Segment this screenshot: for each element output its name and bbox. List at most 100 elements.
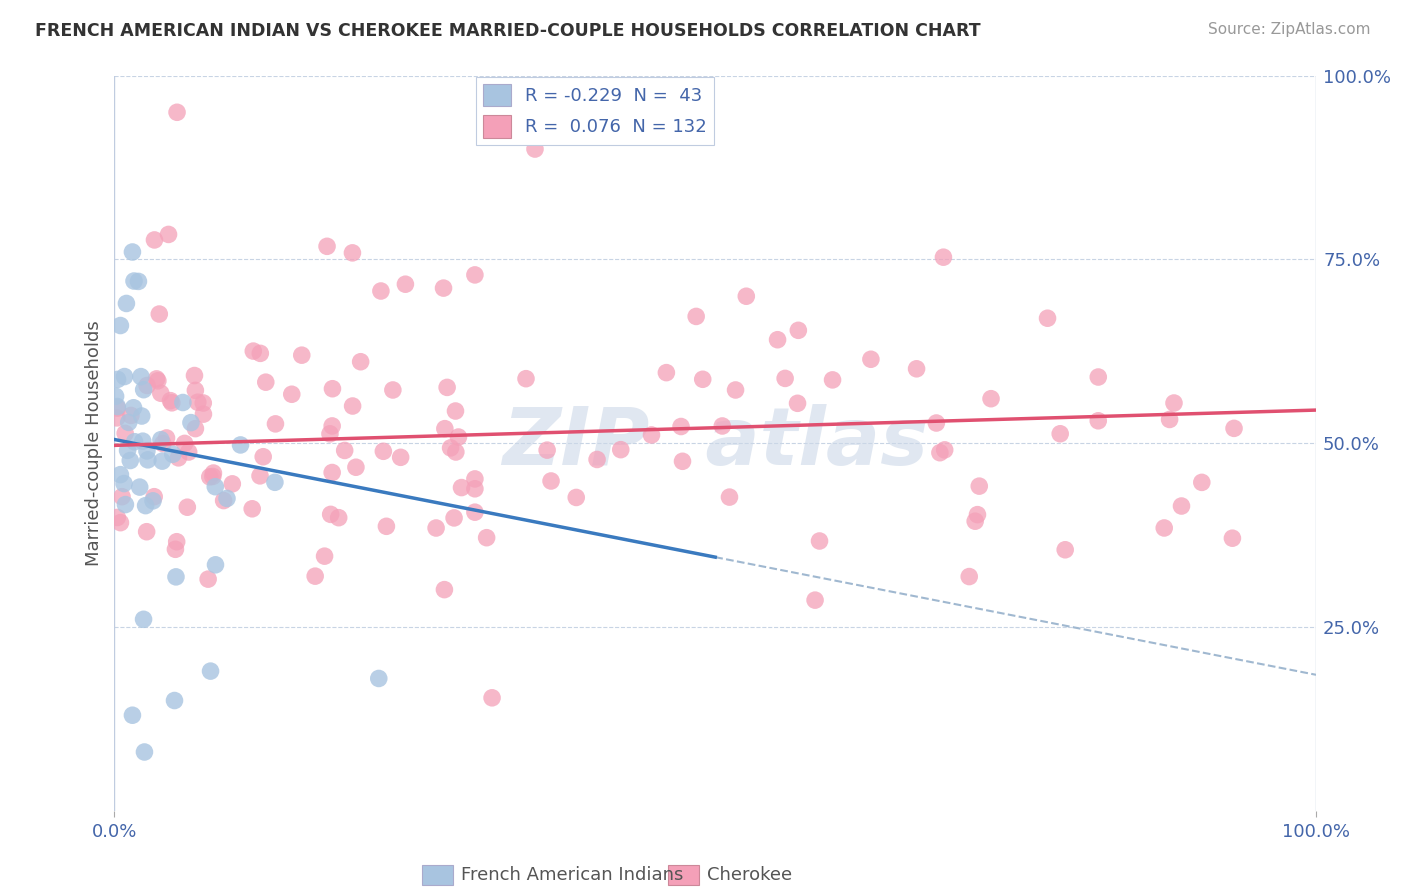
Point xyxy=(166,534,188,549)
Point xyxy=(443,511,465,525)
Point xyxy=(373,444,395,458)
Point xyxy=(350,355,373,369)
Point xyxy=(114,498,136,512)
Point xyxy=(1087,414,1109,428)
Y-axis label: Married-couple Households: Married-couple Households xyxy=(86,320,103,566)
Point xyxy=(134,745,156,759)
Point xyxy=(1159,412,1181,426)
Point xyxy=(786,396,808,410)
Point xyxy=(120,453,142,467)
Point xyxy=(184,384,207,398)
Point xyxy=(215,491,238,506)
Point xyxy=(321,418,343,433)
Text: ZIP  atlas: ZIP atlas xyxy=(502,404,928,483)
Point xyxy=(121,245,143,260)
Point xyxy=(321,382,343,396)
Point xyxy=(110,467,132,482)
Point xyxy=(1223,421,1246,435)
Point xyxy=(724,383,747,397)
Point xyxy=(524,142,547,156)
Point xyxy=(515,372,537,386)
Point xyxy=(1054,542,1077,557)
Text: FRENCH AMERICAN INDIAN VS CHEROKEE MARRIED-COUPLE HOUSEHOLDS CORRELATION CHART: FRENCH AMERICAN INDIAN VS CHEROKEE MARRI… xyxy=(35,22,981,40)
Point xyxy=(1170,499,1192,513)
Point xyxy=(167,450,190,465)
Point xyxy=(127,274,149,288)
Point xyxy=(1153,521,1175,535)
Point xyxy=(957,569,980,583)
Point xyxy=(240,501,263,516)
Point xyxy=(145,372,167,386)
Point xyxy=(432,281,454,295)
Point xyxy=(333,443,356,458)
Point xyxy=(735,289,758,303)
Point xyxy=(773,371,796,385)
Point xyxy=(565,491,588,505)
Point xyxy=(155,431,177,445)
Point xyxy=(821,373,844,387)
Point xyxy=(148,307,170,321)
Point xyxy=(586,452,609,467)
Point xyxy=(110,318,132,333)
Text: Cherokee: Cherokee xyxy=(707,866,793,884)
Text: French American Indians: French American Indians xyxy=(461,866,683,884)
Point xyxy=(444,445,467,459)
Point xyxy=(129,369,152,384)
Point xyxy=(1087,370,1109,384)
Point xyxy=(804,593,827,607)
Point xyxy=(110,516,132,530)
Point xyxy=(859,352,882,367)
Point xyxy=(433,582,456,597)
Point xyxy=(198,470,221,484)
Point xyxy=(444,404,467,418)
Point xyxy=(122,274,145,288)
Point xyxy=(319,426,342,441)
Point xyxy=(204,558,226,572)
Point xyxy=(124,434,146,449)
Point xyxy=(132,434,155,449)
Point xyxy=(184,422,207,436)
Point xyxy=(136,453,159,467)
Point xyxy=(135,524,157,539)
Point xyxy=(966,508,988,522)
Point xyxy=(187,395,209,409)
Point xyxy=(121,708,143,723)
Point xyxy=(264,417,287,431)
Point xyxy=(136,378,159,392)
Point xyxy=(1222,531,1244,545)
Point xyxy=(132,383,155,397)
Point xyxy=(105,400,128,414)
Point xyxy=(718,490,741,504)
Point xyxy=(787,323,810,337)
Point xyxy=(425,521,447,535)
Point xyxy=(159,393,181,408)
Point xyxy=(536,443,558,458)
Point xyxy=(928,446,950,460)
Point xyxy=(464,472,486,486)
Point xyxy=(766,333,789,347)
Point xyxy=(152,436,174,450)
Point xyxy=(436,380,458,394)
Point xyxy=(165,542,187,557)
Point xyxy=(143,490,166,504)
Point xyxy=(1163,396,1185,410)
Point xyxy=(934,442,956,457)
Legend: R = -0.229  N =  43, R =  0.076  N = 132: R = -0.229 N = 43, R = 0.076 N = 132 xyxy=(477,78,714,145)
Point xyxy=(150,454,173,468)
Point xyxy=(319,508,342,522)
Point xyxy=(142,493,165,508)
Point xyxy=(112,476,135,491)
Point xyxy=(925,416,948,430)
Point xyxy=(221,476,243,491)
Point xyxy=(115,296,138,310)
Point xyxy=(172,395,194,409)
Point xyxy=(122,401,145,415)
Point xyxy=(193,396,215,410)
Point xyxy=(183,368,205,383)
Point xyxy=(162,447,184,461)
Point xyxy=(180,416,202,430)
Point xyxy=(316,239,339,253)
Point xyxy=(980,392,1002,406)
Point xyxy=(146,374,169,388)
Point xyxy=(655,366,678,380)
